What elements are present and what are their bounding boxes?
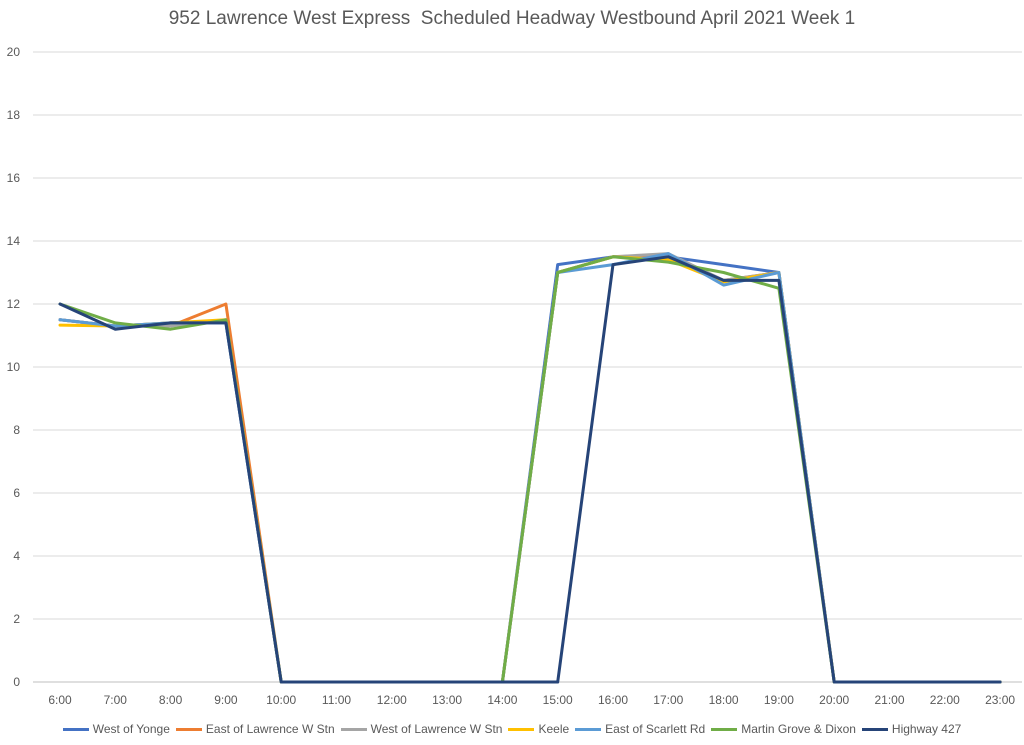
chart-title: 952 Lawrence West Express Scheduled Head…: [168, 8, 856, 29]
x-tick-label: 19:00: [764, 693, 794, 707]
x-tick-label: 9:00: [214, 693, 238, 707]
legend-label: Highway 427: [891, 722, 962, 736]
x-axis-ticks: 6:00 7:00 8:00 9:00 10:00 11:00 12:00 13:00 14:0…: [48, 693, 1015, 707]
gridlines: [33, 51, 1022, 683]
y-tick-label: 8: [13, 423, 20, 437]
legend-swatch: [340, 727, 367, 731]
legend-item: West of Yonge: [62, 722, 170, 736]
y-tick-label: 12: [7, 297, 21, 311]
x-tick-label: 23:00: [985, 693, 1015, 707]
legend-swatch: [508, 727, 535, 731]
legend-item: Martin Grove & Dixon: [711, 722, 856, 736]
y-tick-label: 4: [13, 549, 20, 563]
x-tick-label: 13:00: [432, 693, 462, 707]
y-tick-label: 0: [13, 675, 20, 689]
legend-swatch: [711, 727, 738, 731]
x-tick-label: 6:00: [48, 693, 72, 707]
legend-label: East of Scarlett Rd: [605, 722, 706, 736]
y-tick-label: 2: [13, 612, 20, 626]
legend-label: West of Yonge: [92, 722, 170, 736]
y-axis-ticks: 0 2 4 6 8 10 12 14 16 18 20: [7, 45, 21, 689]
x-tick-label: 17:00: [653, 693, 683, 707]
legend-item: Keele: [508, 722, 569, 736]
legend-item: East of Scarlett Rd: [575, 722, 705, 736]
x-tick-label: 21:00: [874, 693, 904, 707]
legend-item: West of Lawrence W Stn: [340, 722, 503, 736]
x-tick-label: 10:00: [266, 693, 296, 707]
y-tick-label: 18: [7, 108, 21, 122]
legend-label: East of Lawrence W Stn: [205, 722, 335, 736]
legend-label: West of Lawrence W Stn: [370, 722, 503, 736]
legend-swatch: [575, 727, 602, 731]
legend-label: Martin Grove & Dixon: [741, 722, 856, 736]
x-tick-label: 12:00: [377, 693, 407, 707]
x-tick-label: 7:00: [104, 693, 128, 707]
x-tick-label: 15:00: [543, 693, 573, 707]
series-lines: [58, 252, 1002, 684]
legend-swatch: [62, 727, 89, 731]
series-line-highway-427: [58, 255, 1002, 684]
legend-swatch: [861, 727, 888, 731]
x-tick-label: 16:00: [598, 693, 628, 707]
x-tick-label: 11:00: [322, 693, 351, 707]
x-tick-label: 22:00: [930, 693, 960, 707]
x-tick-label: 14:00: [487, 693, 517, 707]
legend-item: East of Lawrence W Stn: [175, 722, 335, 736]
y-tick-label: 20: [7, 45, 21, 59]
legend: West of Yonge East of Lawrence W Stn West …: [0, 722, 1024, 736]
legend-swatch: [175, 727, 202, 731]
y-tick-label: 16: [7, 171, 21, 185]
y-tick-label: 6: [13, 486, 20, 500]
y-tick-label: 10: [7, 360, 21, 374]
legend-item: Highway 427: [861, 722, 962, 736]
x-tick-label: 18:00: [709, 693, 739, 707]
y-tick-label: 14: [7, 234, 21, 248]
x-tick-label: 8:00: [159, 693, 183, 707]
legend-label: Keele: [538, 722, 570, 736]
x-tick-label: 20:00: [819, 693, 849, 707]
line-chart: 0 2 4 6 8 10 12 14 16 18 20 6:00 7:00 8:00 9:00 10:00 1…: [7, 45, 1022, 707]
